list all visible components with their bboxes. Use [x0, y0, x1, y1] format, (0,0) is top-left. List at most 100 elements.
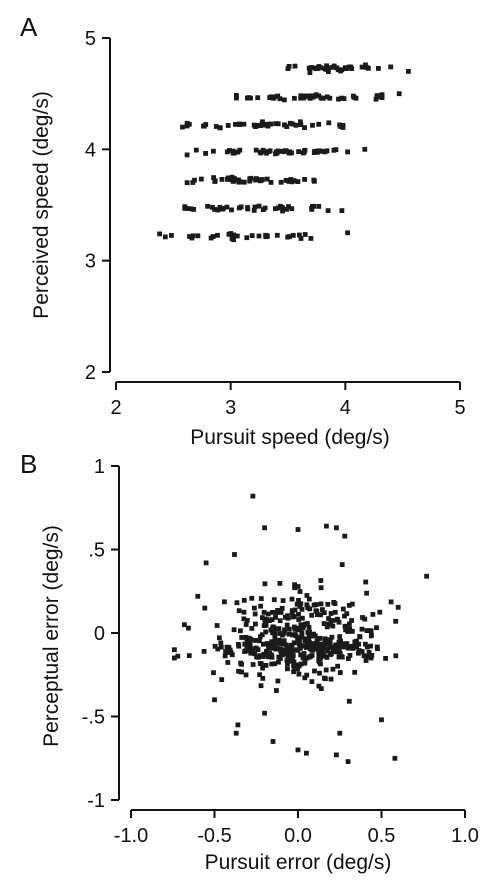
data-point	[203, 151, 208, 156]
data-point	[274, 640, 280, 646]
data-point	[347, 64, 352, 70]
data-point	[210, 234, 216, 239]
data-point	[335, 617, 340, 623]
data-point	[274, 232, 280, 238]
data-point	[195, 233, 201, 239]
data-point	[326, 69, 331, 74]
data-point	[228, 231, 234, 236]
data-point	[345, 629, 351, 634]
data-point	[325, 622, 331, 628]
data-point	[302, 232, 308, 237]
data-point	[298, 119, 303, 125]
data-point	[286, 204, 291, 209]
data-point	[292, 626, 298, 632]
data-point	[319, 95, 325, 101]
data-point	[229, 652, 235, 658]
data-point	[270, 739, 276, 744]
data-point	[241, 597, 247, 603]
panel-a-y-ticks: 2 3 4 5	[85, 28, 110, 384]
data-point	[219, 177, 225, 182]
data-point	[228, 177, 234, 183]
data-point	[252, 204, 258, 210]
data-point	[337, 670, 343, 675]
data-point	[282, 97, 287, 103]
data-point	[260, 676, 266, 681]
data-point	[368, 628, 374, 634]
data-point	[236, 205, 242, 211]
data-point	[217, 635, 222, 641]
data-point	[251, 122, 257, 128]
data-point	[325, 648, 331, 654]
data-point	[269, 617, 275, 622]
data-point	[335, 645, 341, 650]
data-point	[256, 233, 262, 239]
data-point	[226, 645, 232, 650]
data-point	[236, 643, 242, 649]
data-point	[280, 632, 285, 638]
y-tick-label: -1	[87, 790, 105, 812]
data-point	[257, 672, 262, 678]
data-point	[251, 208, 257, 213]
data-point	[203, 122, 209, 127]
data-point	[172, 647, 177, 653]
data-point	[393, 618, 399, 624]
data-point	[214, 623, 220, 628]
data-point	[334, 752, 339, 758]
data-point	[241, 616, 247, 622]
data-point	[295, 666, 300, 672]
data-point	[291, 640, 297, 646]
panel-a-points	[157, 62, 411, 243]
data-point	[342, 641, 348, 647]
data-point	[373, 96, 379, 102]
data-point	[284, 622, 290, 628]
data-point	[275, 678, 281, 684]
data-point	[295, 584, 301, 589]
data-point	[296, 149, 301, 154]
data-point	[322, 653, 327, 659]
data-point	[276, 637, 282, 643]
data-point	[296, 611, 301, 617]
data-point	[263, 629, 269, 635]
data-point	[332, 609, 338, 615]
data-point	[337, 730, 343, 736]
data-point	[231, 177, 237, 183]
data-point	[290, 614, 296, 620]
data-point	[344, 66, 349, 71]
data-point	[308, 236, 314, 241]
data-point	[275, 93, 281, 99]
data-point	[344, 644, 350, 650]
data-point	[236, 608, 242, 614]
data-point	[345, 149, 350, 155]
data-point	[270, 610, 275, 615]
data-point	[261, 610, 267, 615]
data-point	[319, 148, 325, 154]
data-point	[184, 120, 190, 126]
data-point	[309, 653, 315, 658]
data-point	[230, 148, 236, 154]
data-point	[285, 615, 291, 621]
data-point	[191, 207, 196, 212]
data-point	[299, 622, 305, 628]
data-point	[333, 642, 339, 648]
data-point	[312, 668, 317, 674]
data-point	[294, 601, 300, 607]
x-tick-label: 1.0	[451, 825, 479, 847]
data-point	[286, 626, 292, 632]
data-point	[278, 610, 284, 615]
data-point	[321, 621, 327, 626]
data-point	[330, 623, 336, 629]
data-point	[326, 120, 332, 126]
x-tick-label: 0.5	[368, 825, 396, 847]
data-point	[184, 152, 190, 158]
data-point	[264, 150, 269, 156]
data-point	[321, 645, 327, 651]
data-point	[323, 641, 329, 647]
data-point	[275, 646, 281, 651]
data-point	[282, 122, 287, 128]
data-point	[229, 236, 235, 242]
data-point	[249, 595, 255, 601]
data-point	[252, 651, 258, 657]
data-point	[304, 655, 310, 661]
data-point	[363, 579, 369, 585]
data-point	[198, 176, 204, 182]
